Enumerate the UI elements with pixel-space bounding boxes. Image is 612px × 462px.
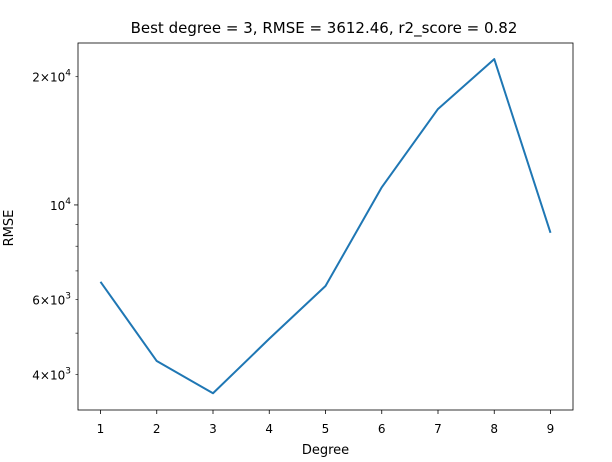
series-layer bbox=[99, 58, 552, 395]
x-tick-label: 1 bbox=[97, 422, 105, 436]
x-tick-label: 5 bbox=[322, 422, 330, 436]
x-tick-label: 8 bbox=[490, 422, 498, 436]
chart-title: Best degree = 3, RMSE = 3612.46, r2_scor… bbox=[131, 19, 518, 38]
series-line bbox=[99, 58, 552, 395]
x-tick-label: 6 bbox=[378, 422, 386, 436]
x-tick-label: 4 bbox=[265, 422, 273, 436]
x-axis: 1 2 3 4 5 6 7 8 9 bbox=[97, 410, 555, 436]
y-tick-label: 6×103 bbox=[32, 291, 71, 307]
x-axis-label: Degree bbox=[302, 443, 349, 458]
y-tick-label: 4×103 bbox=[32, 366, 71, 382]
x-tick-label: 2 bbox=[153, 422, 161, 436]
y-tick-label: 104 bbox=[50, 197, 71, 213]
y-axis-label: RMSE bbox=[2, 210, 17, 247]
x-tick-label: 3 bbox=[209, 422, 217, 436]
y-axis: 104 4×103 6×103 2×104 bbox=[32, 69, 78, 382]
y-tick-label: 2×104 bbox=[32, 69, 71, 85]
x-tick-label: 7 bbox=[434, 422, 442, 436]
x-tick-label: 9 bbox=[547, 422, 555, 436]
